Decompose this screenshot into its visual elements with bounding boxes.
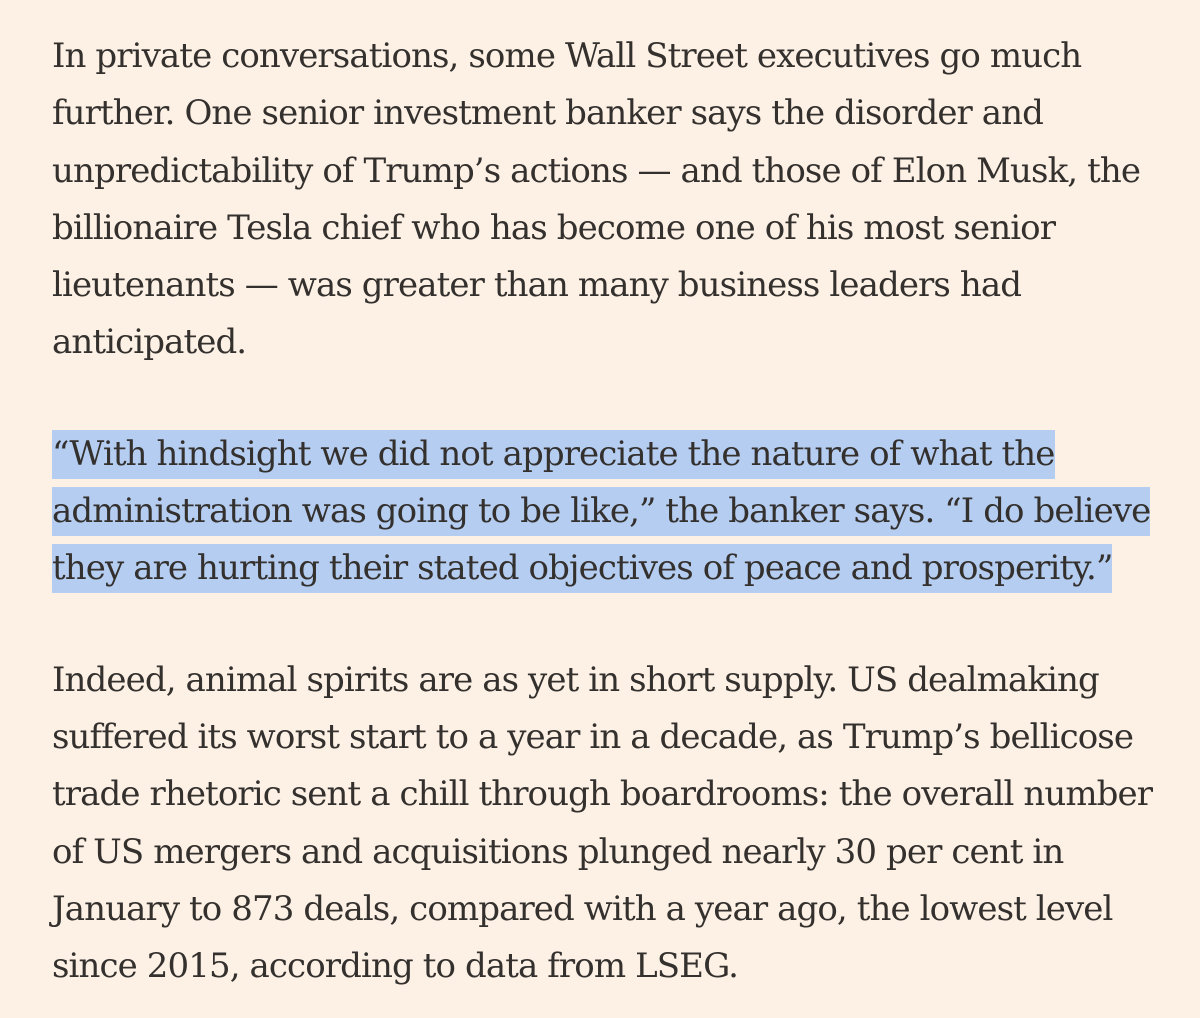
text-line: lieutenants — was greater than many busi… (52, 265, 1022, 306)
text-line[interactable]: they are hurting their stated objectives… (52, 540, 1162, 597)
text-line: January to 873 deals, compared with a ye… (52, 888, 1113, 929)
text-line: Indeed, animal spirits are as yet in sho… (52, 659, 1100, 700)
highlighted-quote-paragraph[interactable]: “With hindsight we did not appreciate th… (52, 426, 1162, 598)
text-line: In private conversations, some Wall Stre… (52, 36, 1082, 76)
text-line[interactable]: administration was going to be like,” th… (52, 483, 1162, 540)
text-line: of US mergers and acquisitions plunged n… (52, 831, 1064, 872)
text-line[interactable]: “With hindsight we did not appreciate th… (52, 426, 1162, 483)
text-line: suffered its worst start to a year in a … (52, 716, 1134, 757)
text-line: since 2015, according to data from LSEG. (52, 946, 739, 987)
article-body: In private conversations, some Wall Stre… (52, 28, 1162, 995)
text-line: further. One senior investment banker sa… (52, 93, 1044, 134)
selected-text[interactable]: they are hurting their stated objectives… (52, 544, 1113, 594)
text-line: anticipated. (52, 322, 247, 363)
selected-text[interactable]: “With hindsight we did not appreciate th… (52, 429, 1055, 479)
paragraph-spacer (52, 372, 1162, 426)
paragraph-spacer (52, 598, 1162, 652)
text-line: trade rhetoric sent a chill through boar… (52, 774, 1153, 815)
paragraph-3: Indeed, animal spirits are as yet in sho… (52, 652, 1162, 996)
selected-text[interactable]: administration was going to be like,” th… (52, 487, 1151, 537)
paragraph-1: In private conversations, some Wall Stre… (52, 28, 1162, 372)
text-line: billionaire Tesla chief who has become o… (52, 207, 1056, 248)
text-line: unpredictability of Trump’s actions — an… (52, 150, 1141, 191)
